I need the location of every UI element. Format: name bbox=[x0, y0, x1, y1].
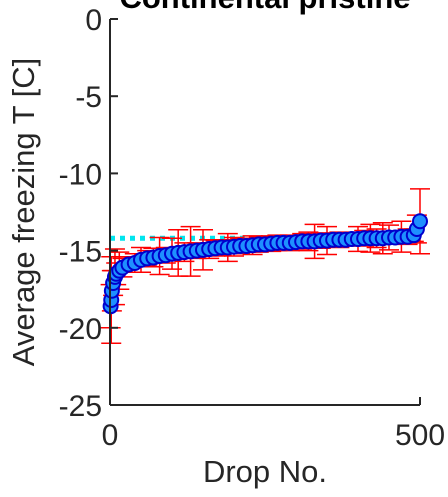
y-tick-label: -15 bbox=[59, 236, 102, 269]
y-tick-label: -5 bbox=[75, 81, 102, 114]
plot-layer bbox=[100, 188, 430, 344]
y-tick-label: -25 bbox=[59, 390, 102, 423]
y-tick-label: -20 bbox=[59, 313, 102, 346]
x-tick-label: 0 bbox=[102, 419, 119, 452]
x-axis-label: Drop No. bbox=[203, 454, 327, 489]
data-point bbox=[412, 213, 428, 230]
y-tick-label: -10 bbox=[59, 158, 102, 191]
chart-title: Continental pristine bbox=[119, 0, 410, 15]
x-tick-label: 500 bbox=[395, 419, 445, 452]
y-tick-label: 0 bbox=[85, 4, 102, 37]
ticks-layer: 0-5-10-15-20-250 500 bbox=[59, 4, 445, 452]
y-axis-label: Average freezing T [C] bbox=[6, 58, 41, 366]
axes-layer bbox=[109, 19, 420, 406]
